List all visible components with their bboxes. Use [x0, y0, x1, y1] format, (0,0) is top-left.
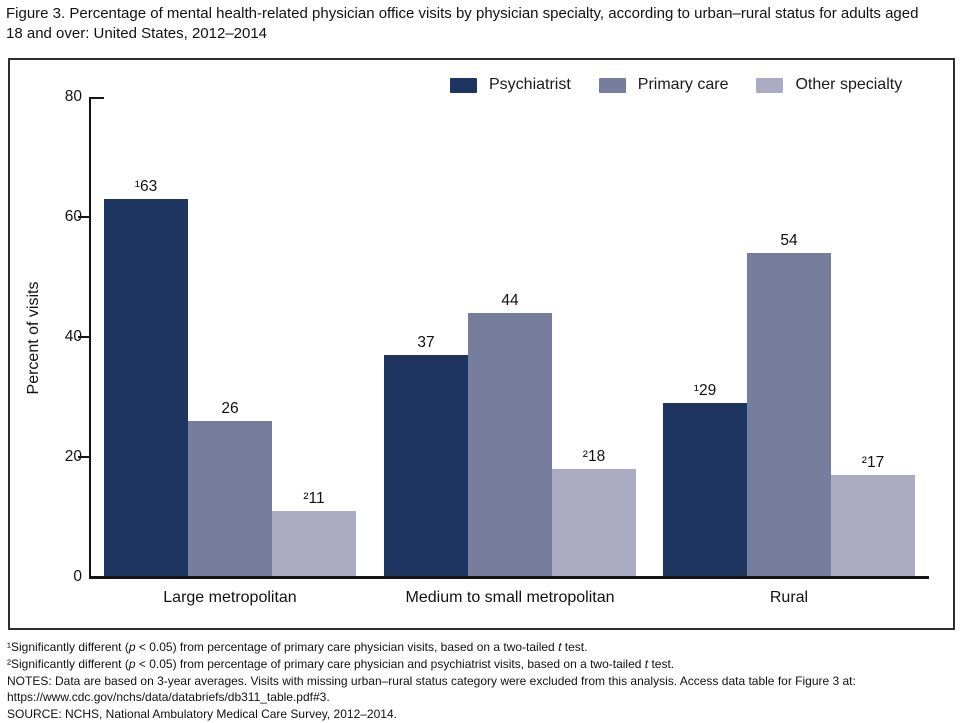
legend-label: Primary care [637, 76, 729, 93]
bar-value-label: 54 [780, 232, 798, 249]
legend-label: Psychiatrist [489, 76, 571, 93]
bar-other-specialty-rural [831, 475, 915, 577]
bar-primary-care-rural [747, 253, 831, 577]
legend-label: Other specialty [795, 76, 903, 93]
category-label-rural: Rural [769, 589, 809, 606]
bar-primary-care-medium-to-small-metropolitan [468, 313, 552, 577]
bar-value-label: ¹29 [693, 382, 717, 399]
y-tick-mark-20 [78, 456, 90, 458]
bar-other-specialty-medium-to-small-metropolitan [552, 469, 636, 577]
y-tick-mark-40 [78, 336, 90, 338]
legend-item-primary-care: Primary care [598, 76, 729, 94]
bar-value-label: ²11 [303, 490, 325, 507]
footnote-line-3: NOTES: Data are based on 3-year averages… [7, 673, 856, 688]
bar-primary-care-large-metropolitan [188, 421, 272, 577]
footnote-line-4: https://www.cdc.gov/nchs/data/databriefs… [7, 690, 330, 705]
legend-swatch-icon [598, 77, 626, 93]
x-axis-line [89, 576, 929, 579]
category-label-medium-to-small-metropolitan: Medium to small metropolitan [405, 589, 615, 606]
bar-psychiatrist-medium-to-small-metropolitan [384, 355, 468, 577]
y-tick-label-80: 80 [64, 88, 82, 105]
y-tick-label-20: 20 [64, 448, 82, 465]
y-tick-mark-80 [91, 97, 104, 99]
y-tick-label-40: 40 [64, 328, 82, 345]
bar-value-label: 44 [501, 292, 519, 309]
bar-value-label: ²18 [582, 448, 606, 465]
footnotes: ¹Significantly different (p < 0.05) from… [7, 639, 955, 723]
figure-title: Figure 3. Percentage of mental health-re… [6, 5, 919, 42]
y-axis-line [89, 97, 91, 579]
legend-swatch-icon [450, 77, 477, 93]
legend-item-psychiatrist: Psychiatrist [450, 76, 571, 94]
bar-other-specialty-large-metropolitan [272, 511, 356, 577]
bar-value-label: 37 [417, 334, 435, 351]
y-tick-mark-60 [78, 216, 90, 218]
bar-psychiatrist-rural [663, 403, 747, 577]
legend-item-other-specialty: Other specialty [756, 76, 902, 94]
bar-value-label: ¹63 [134, 178, 158, 195]
footnote-line-5: SOURCE: NCHS, National Ambulatory Medica… [7, 707, 397, 722]
chart-legend: Psychiatrist Primary care Other specialty [450, 76, 902, 94]
footnote-line-2: ²Significantly different (p < 0.05) from… [7, 656, 675, 671]
legend-swatch-icon [756, 77, 784, 93]
y-tick-label-0: 0 [73, 568, 82, 585]
bar-value-label: ²17 [861, 454, 885, 471]
bar-value-label: 26 [221, 400, 239, 417]
y-tick-label-60: 60 [64, 208, 82, 225]
category-label-large-metropolitan: Large metropolitan [163, 589, 297, 606]
footnote-line-1: ¹Significantly different (p < 0.05) from… [7, 640, 588, 654]
bar-psychiatrist-large-metropolitan [104, 199, 188, 577]
